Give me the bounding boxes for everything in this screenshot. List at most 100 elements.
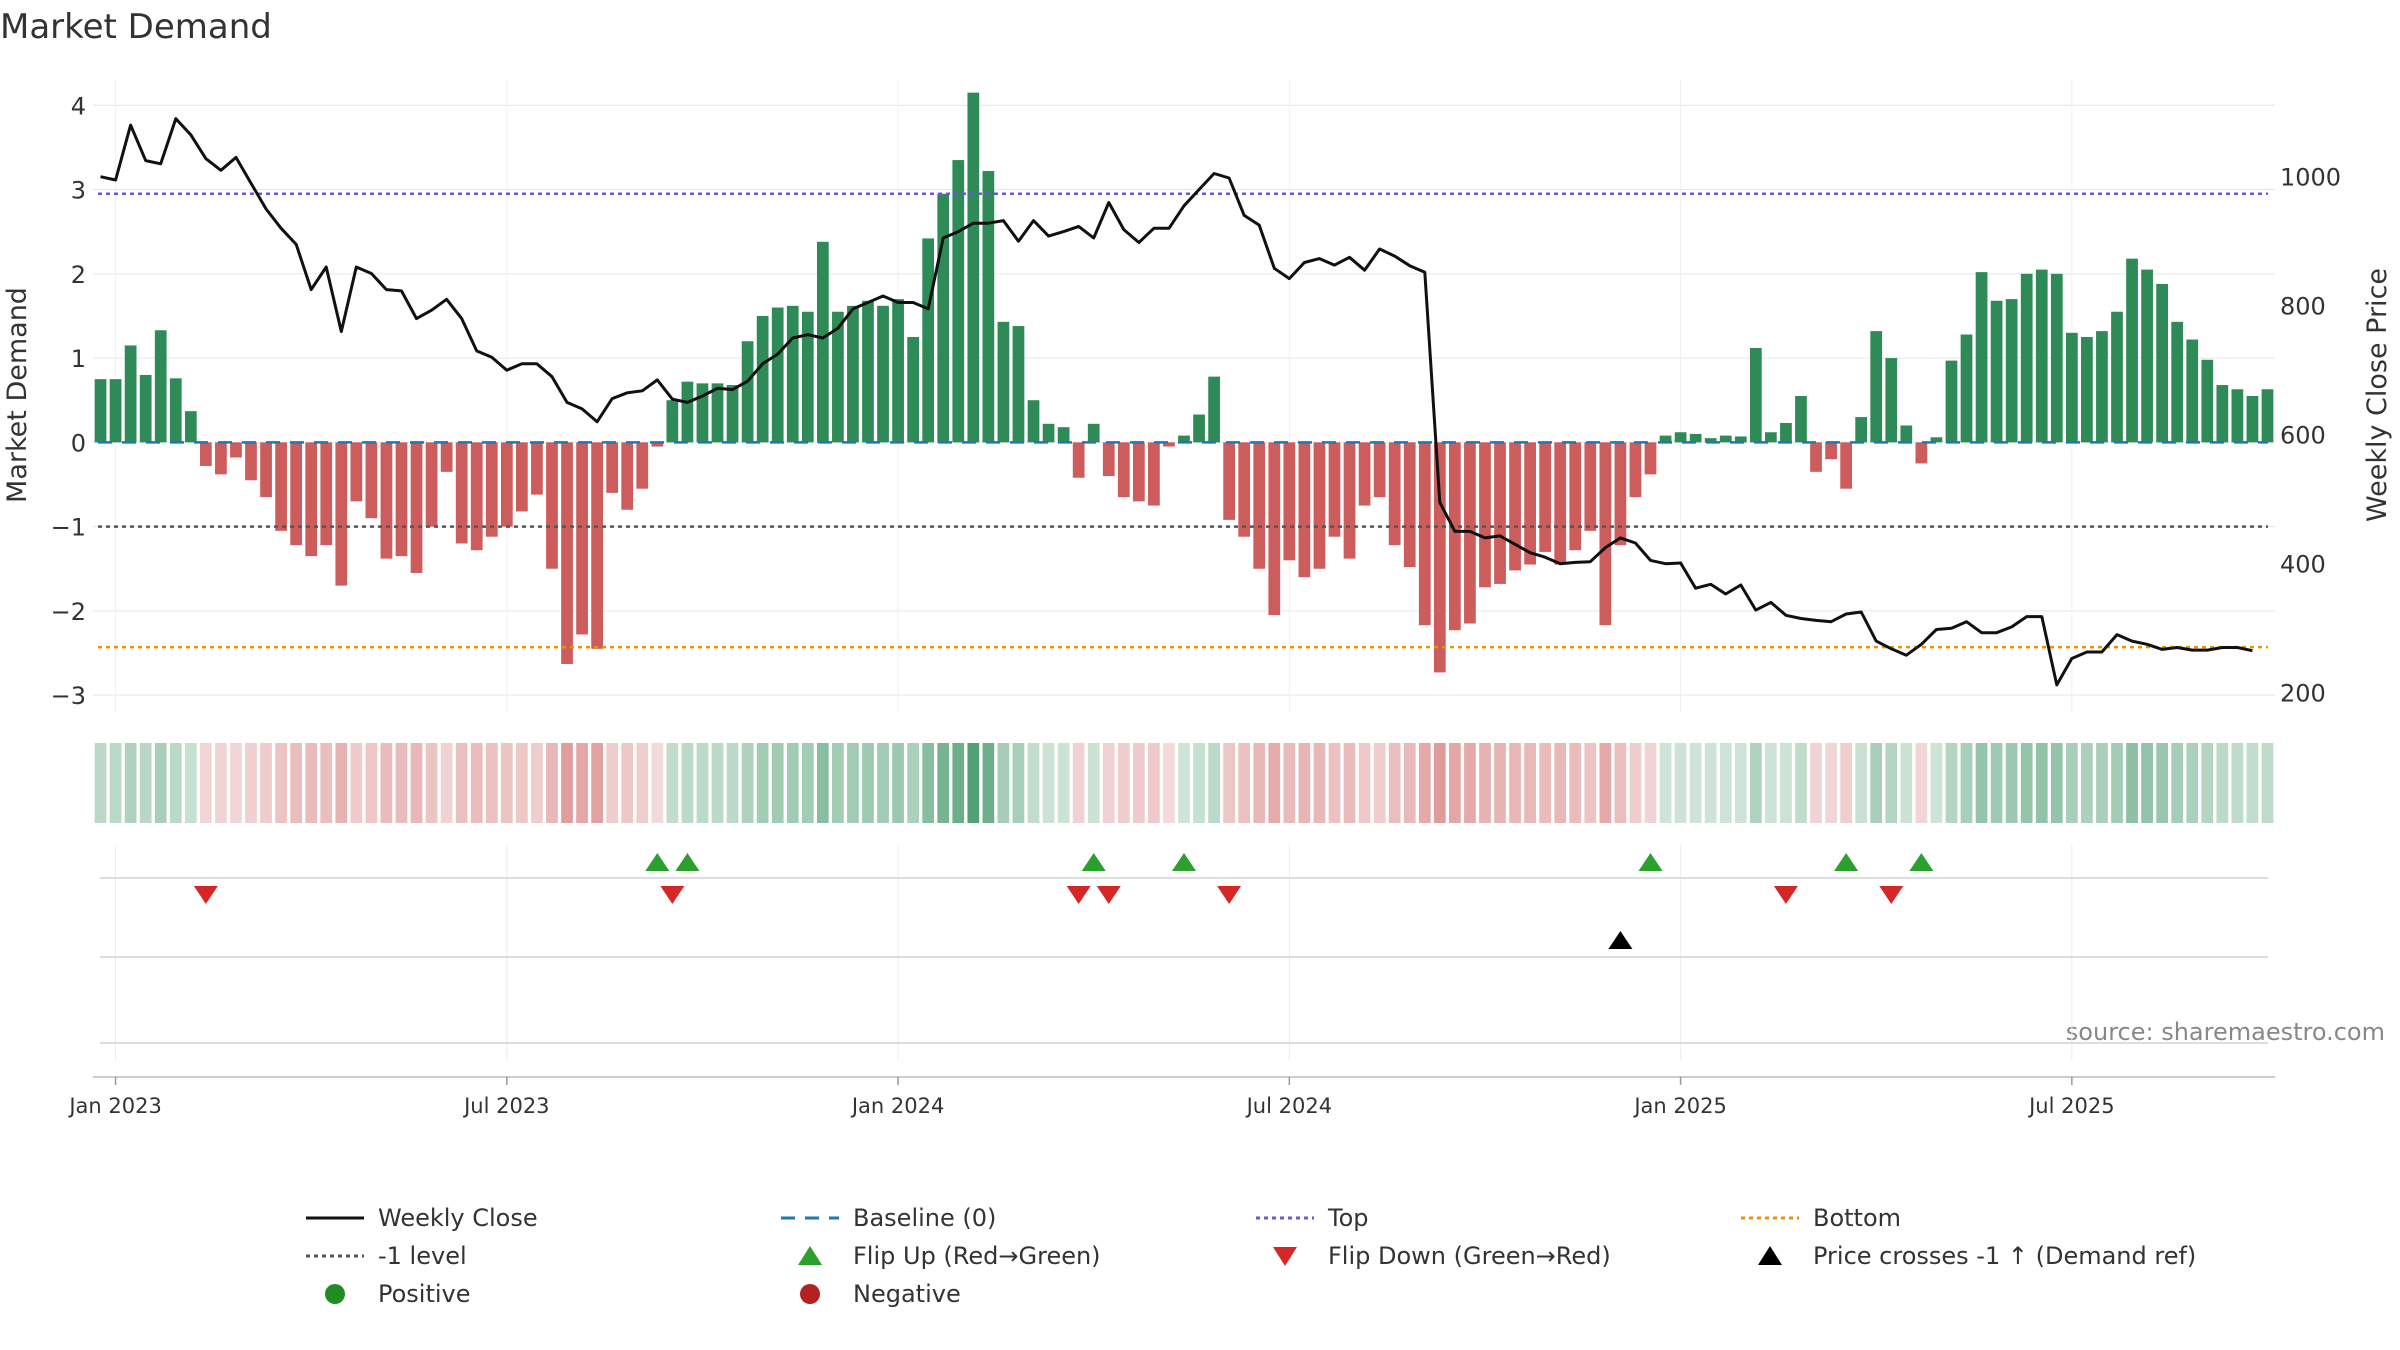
demand-bar [1057,427,1070,443]
demand-bar [1358,442,1371,506]
demand-bar [816,241,829,443]
demand-strip-cell [621,743,634,823]
legend-label: -1 level [378,1242,467,1270]
demand-bar [1569,442,1582,551]
demand-bar [1313,442,1326,569]
demand-bar [154,330,167,443]
legend-item-baseline: Baseline (0) [775,1200,996,1236]
demand-bar [2186,339,2199,443]
demand-bar [726,385,739,443]
flip-down-marker [193,886,218,904]
demand-strip-cell [1900,743,1913,823]
demand-bar [380,442,393,559]
demand-strip-cell [2246,743,2259,823]
demand-bar [1223,442,1236,520]
demand-bar [2005,299,2018,443]
legend-label: Weekly Close [378,1204,538,1232]
demand-strip-cell [1042,743,1055,823]
legend-label: Flip Up (Red→Green) [853,1242,1101,1270]
demand-strip-cell [771,743,784,823]
demand-strip-cell [2050,743,2063,823]
flip-down-marker [1217,886,1242,904]
demand-bar [1915,442,1928,464]
demand-bar [711,383,724,443]
demand-strip-cell [741,743,754,823]
reference-lines [98,192,2268,649]
demand-strip-cell [801,743,814,823]
demand-strip-cell [1644,743,1657,823]
demand-strip-cell [651,743,664,823]
demand-bar [1659,435,1672,443]
demand-bar [1433,442,1446,673]
y2-tick-label: 600 [2280,422,2326,450]
demand-bar [1509,442,1521,571]
demand-bar [425,442,438,527]
demand-strip-cell [591,743,603,823]
demand-strip-cell [576,743,588,823]
demand-bar [1087,423,1100,443]
flip-up-marker [1081,853,1106,871]
demand-strip-cell [350,743,363,823]
demand-bar [230,442,242,458]
demand-bar [1749,347,1762,443]
demand-bar [1494,442,1506,584]
demand-bar [2261,389,2274,443]
demand-strip-cell [2231,743,2244,823]
demand-bar [1148,442,1160,506]
demand-bar [2035,269,2048,443]
demand-strip-cell [681,743,694,823]
demand-strip-cell [1148,743,1160,823]
demand-strip-cell [2156,743,2169,823]
demand-strip-cell [1569,743,1582,823]
demand-bar [2246,396,2259,443]
demand-strip-cell [290,743,303,823]
demand-strip-cell [1629,743,1642,823]
legend-item-minus1-level: -1 level [300,1238,467,1274]
demand-bar [215,442,227,475]
demand-bar [952,160,965,443]
demand-bar [1960,334,1973,443]
event-markers [193,853,1934,949]
legend-label: Flip Down (Green→Red) [1328,1242,1611,1270]
demand-strip-cell [94,743,107,823]
demand-strip-cell [230,743,242,823]
demand-strip-cell [1012,743,1025,823]
demand-strip-cell [139,743,152,823]
demand-bar [1810,442,1822,472]
demand-bar [1930,437,1943,443]
flip-down-marker [1066,886,1091,904]
demand-strip-cell [606,743,619,823]
demand-strip-cell [2126,743,2138,823]
demand-bar [124,345,137,443]
demand-bar [847,305,859,443]
demand-strip-cell [2186,743,2199,823]
demand-bar [1780,422,1792,443]
demand-strip-cell [922,743,935,823]
demand-bar [1193,414,1205,443]
demand-strip-cell [470,743,483,823]
demand-strip-cell [997,743,1010,823]
demand-strip-cell [124,743,137,823]
demand-bar [2111,311,2123,443]
demand-strip-cell [1253,743,1266,823]
flip-up-marker [1638,853,1663,871]
demand-bar [862,300,874,443]
demand-bar [2141,269,2153,443]
demand-bar [2050,273,2063,443]
demand-bar [1388,442,1401,546]
demand-strip-cell [2141,743,2153,823]
demand-bar [1328,442,1341,537]
demand-strip-cell [1087,743,1100,823]
demand-bar [1132,442,1145,502]
demand-strip-cell [1208,743,1220,823]
x-tick-label: Jul 2024 [1245,1094,1332,1118]
demand-strip-cell [1494,743,1506,823]
y-tick-label: 3 [71,177,86,205]
demand-strip-cell [1870,743,1883,823]
demand-bar [94,379,107,443]
demand-strip-cell [1765,743,1777,823]
x-tick-label: Jan 2023 [67,1094,162,1118]
y-tick-label: 4 [71,92,86,120]
demand-strip-cell [1057,743,1070,823]
demand-strip-cell [425,743,438,823]
